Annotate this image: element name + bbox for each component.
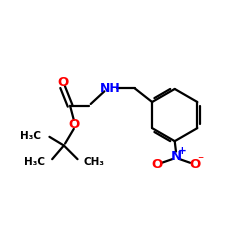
Text: O: O xyxy=(57,76,68,89)
Text: +: + xyxy=(178,146,186,156)
Text: O: O xyxy=(68,118,80,131)
Text: N: N xyxy=(170,150,181,162)
Text: ⁻: ⁻ xyxy=(197,154,203,167)
Text: NH: NH xyxy=(100,82,120,95)
Text: O: O xyxy=(152,158,163,171)
Text: H₃C: H₃C xyxy=(20,130,42,140)
Text: CH₃: CH₃ xyxy=(84,157,105,167)
Text: O: O xyxy=(189,158,200,171)
Text: H₃C: H₃C xyxy=(24,157,45,167)
